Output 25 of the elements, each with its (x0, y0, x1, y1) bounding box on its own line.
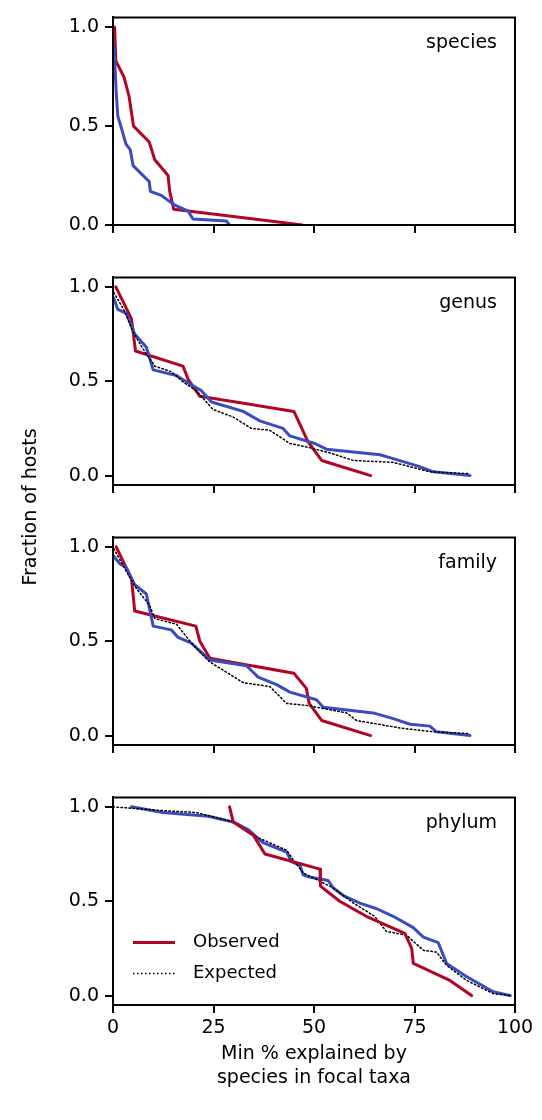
x-tick-label: 25 (201, 1015, 226, 1038)
legend-label: Observed (193, 930, 280, 952)
text: phylum (425, 809, 497, 832)
legend-label: Expected (193, 961, 277, 983)
y-tick-label: 0.0 (68, 982, 99, 1005)
y-tick-label: 1.0 (68, 14, 99, 37)
y-tick-label: 0.5 (68, 368, 99, 391)
y-tick-label: 1.0 (68, 793, 99, 816)
text: genus (439, 289, 497, 312)
y-tick-label: 1.0 (68, 533, 99, 556)
y-tick-label: 0.0 (68, 462, 99, 485)
x-tick-label: 0 (106, 1015, 120, 1038)
x-axis-title: Min % explained by species in focal taxa (215, 1040, 413, 1088)
y-axis-title: Fraction of hosts (17, 427, 40, 586)
text: family (438, 549, 497, 572)
y-tick-label: 0.5 (68, 628, 99, 651)
y-tick-label: 0.5 (68, 888, 99, 911)
y-tick-label: 0.5 (68, 113, 99, 136)
x-tick-label: 50 (301, 1015, 327, 1038)
y-tick-label: 1.0 (68, 273, 99, 296)
x-tick-label: 100 (496, 1015, 534, 1038)
y-tick-label: 0.0 (68, 211, 99, 234)
text: species (426, 29, 497, 52)
x-tick-label: 75 (402, 1015, 427, 1038)
y-tick-label: 0.0 (68, 722, 99, 745)
